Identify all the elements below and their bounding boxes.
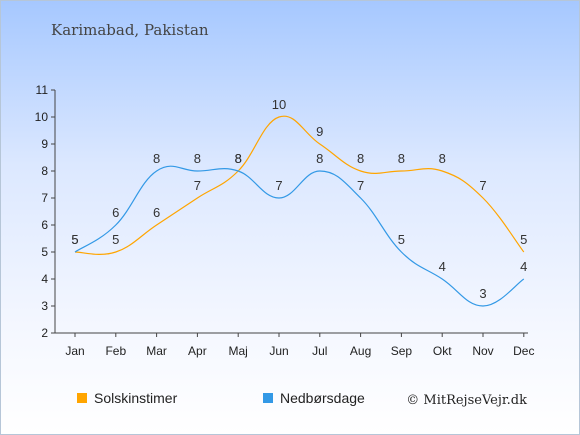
x-tick-label: Apr [188,344,207,358]
data-label: 3 [479,286,486,301]
chart-subtitle: Karimabad, Pakistan [51,21,209,39]
x-tick-label: Maj [229,344,248,358]
data-label: 8 [439,151,446,166]
data-label: 8 [194,151,201,166]
x-tick-label: Dec [513,344,534,358]
y-tick-label: 6 [41,218,48,232]
y-tick-label: 2 [41,326,48,340]
data-label: 6 [112,205,119,220]
x-tick-label: Jul [312,344,327,358]
legend-swatch [77,393,87,403]
data-label: 10 [272,97,286,112]
y-tick-label: 3 [41,299,48,313]
legend: Solskinstimer Nedbørsdage [77,390,365,406]
data-label: 4 [439,259,446,274]
x-tick-label: Okt [433,344,452,358]
y-tick-label: 10 [35,110,49,124]
y-tick-label: 5 [41,245,48,259]
data-label: 6 [153,205,160,220]
data-label: 5 [71,232,78,247]
credit-text: © MitRejseVejr.dk [406,393,527,408]
y-tick-label: 9 [41,137,48,151]
data-label: 7 [275,178,282,193]
data-label: 5 [520,232,527,247]
legend-label: Nedbørsdage [280,390,365,406]
axes: 2 3 4 5 6 7 8 9 10 11 Jan Feb Mar Apr Maj Jun Jul Aug Sep O… [35,83,535,358]
legend-swatch [263,393,273,403]
data-label: 7 [479,178,486,193]
data-label: 9 [316,124,323,139]
x-tick-label: Nov [472,344,493,358]
data-label: 7 [357,178,364,193]
data-label: 7 [194,178,201,193]
x-tick-label: Feb [105,344,126,358]
y-tick-label: 7 [41,191,48,205]
data-label: 4 [520,259,527,274]
data-label: 8 [398,151,405,166]
x-tick-label: Jun [269,344,288,358]
data-label: 5 [112,232,119,247]
data-label: 8 [316,151,323,166]
data-label: 5 [71,232,78,247]
series-lines [74,115,525,307]
data-label: 8 [235,151,242,166]
data-label: 8 [235,151,242,166]
x-tick-label: Jan [65,344,84,358]
x-tick-label: Aug [350,344,371,358]
x-tick-label: Sep [391,344,413,358]
data-label: 8 [357,151,364,166]
data-label: 5 [398,232,405,247]
series-line-nedborsdage [74,165,525,307]
x-tick-label: Mar [146,344,167,358]
y-tick-label: 4 [41,272,48,286]
y-tick-label: 11 [36,83,49,97]
data-label: 8 [153,151,160,166]
y-tick-label: 8 [41,164,48,178]
series-line-solskinstimer [74,115,525,255]
legend-label: Solskinstimer [94,390,178,406]
